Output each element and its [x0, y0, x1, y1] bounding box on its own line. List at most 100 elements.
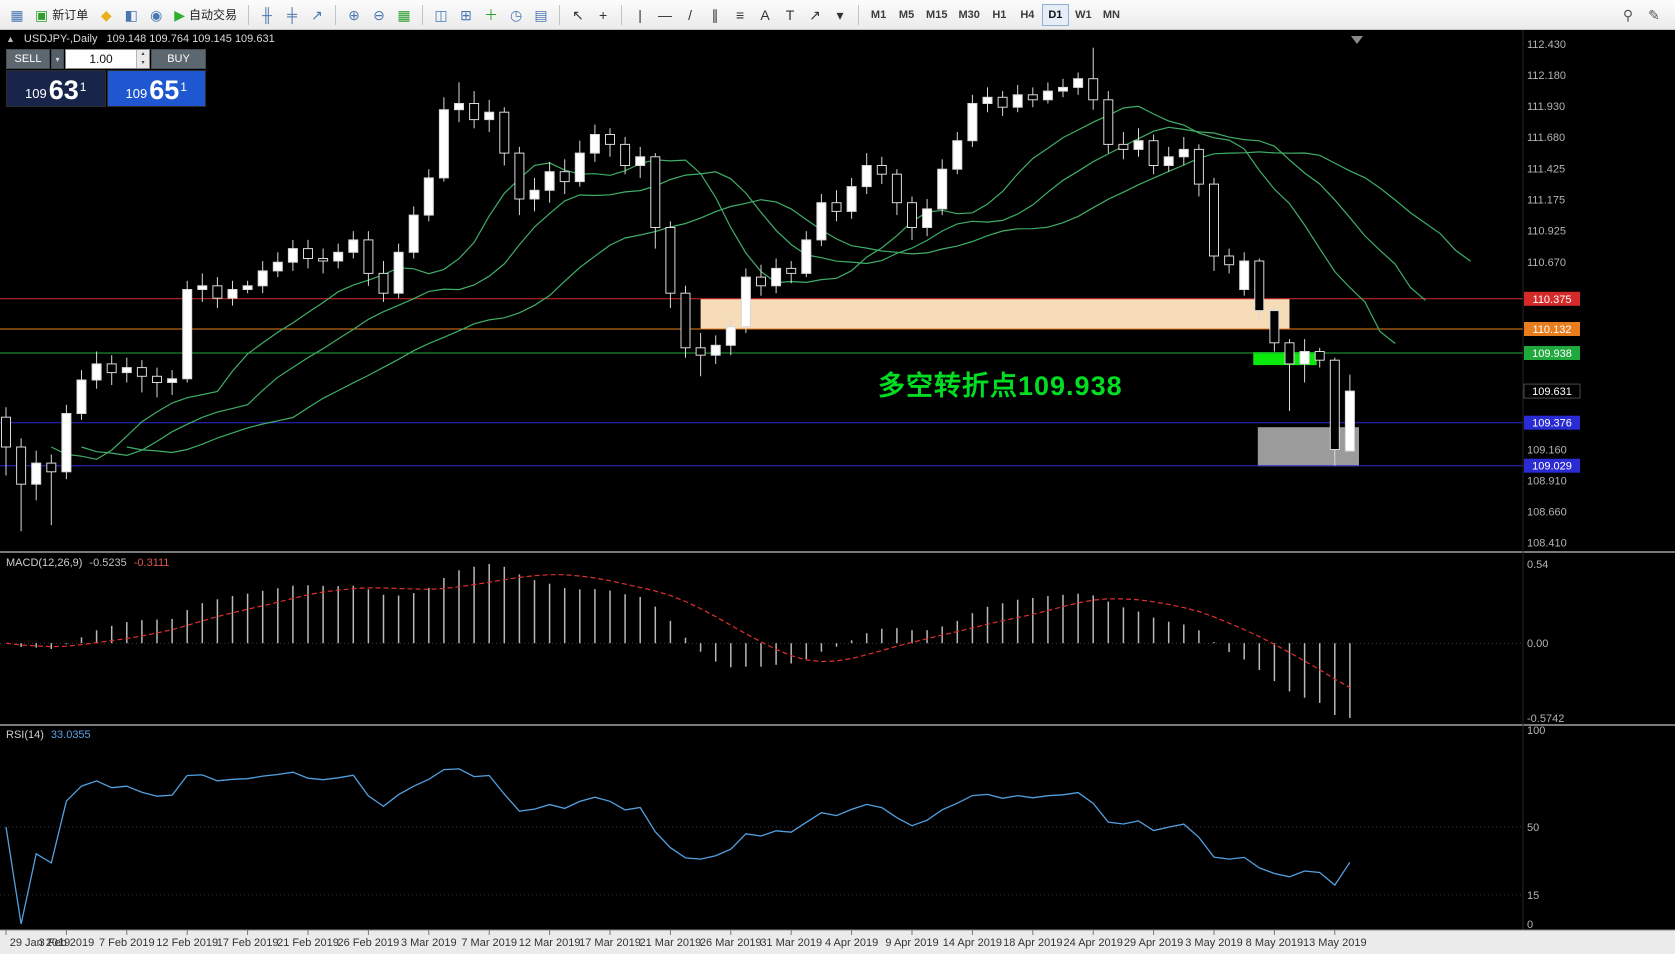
svg-text:4 Apr 2019: 4 Apr 2019: [825, 937, 878, 949]
new-chart-icon[interactable]: ▦: [5, 3, 29, 27]
buy-price-button[interactable]: 109 65 1: [106, 70, 206, 107]
tile-windows-icon[interactable]: ▦: [392, 3, 416, 27]
svg-text:110.375: 110.375: [1533, 294, 1572, 306]
fibonacci-icon[interactable]: ≡: [728, 3, 752, 27]
timeframe-m30[interactable]: M30: [958, 8, 980, 21]
svg-text:109.631: 109.631: [1532, 386, 1572, 398]
svg-text:13 May 2019: 13 May 2019: [1303, 937, 1367, 949]
macd-name: MACD(12,26,9): [6, 557, 83, 569]
timeframe-h4[interactable]: H4: [1020, 8, 1035, 21]
shapes-dropdown-icon[interactable]: ▾: [828, 3, 852, 27]
svg-text:17 Mar 2019: 17 Mar 2019: [579, 937, 641, 949]
market-watch-icon[interactable]: ◧: [119, 3, 143, 27]
arrange-windows-icon[interactable]: ◫: [429, 3, 453, 27]
svg-text:12 Mar 2019: 12 Mar 2019: [519, 937, 581, 949]
crosshair-icon[interactable]: +: [591, 3, 615, 27]
line-chart-icon-glyph: ↗: [311, 6, 323, 23]
toolbar-separator: [559, 4, 561, 25]
sell-button[interactable]: SELL: [6, 49, 50, 69]
add-indicator-icon[interactable]: ＋: [479, 3, 503, 27]
cursor-icon-glyph: ↖: [572, 6, 584, 23]
label-icon[interactable]: T: [778, 3, 802, 27]
svg-text:111.425: 111.425: [1527, 164, 1565, 176]
svg-text:31 Mar 2019: 31 Mar 2019: [760, 937, 822, 949]
cursor-icon[interactable]: ↖: [566, 3, 590, 27]
horizontal-line-icon[interactable]: —: [653, 3, 677, 27]
sell-dropdown-icon[interactable]: ▾: [51, 49, 64, 69]
period-clock-icon[interactable]: ◷: [504, 3, 528, 27]
channel-icon[interactable]: ∥: [703, 3, 727, 27]
one-click-trading-panel: SELL ▾ ▴ ▾ BUY 109 63 1 109 65 1: [6, 49, 206, 107]
horizontal-level-lines[interactable]: [0, 298, 1523, 467]
buy-button[interactable]: BUY: [151, 49, 206, 69]
volume-input[interactable]: [66, 50, 136, 68]
svg-text:108.910: 108.910: [1527, 476, 1567, 488]
timeframe-m15[interactable]: M15: [926, 8, 948, 21]
cascade-windows-icon[interactable]: ⊞: [454, 3, 478, 27]
svg-text:7 Feb 2019: 7 Feb 2019: [99, 937, 155, 949]
zoom-in-icon[interactable]: ⊕: [342, 3, 366, 27]
svg-text:14 Apr 2019: 14 Apr 2019: [943, 937, 1002, 949]
trendline-icon-glyph: /: [688, 6, 692, 23]
template-icon[interactable]: ▤: [529, 3, 553, 27]
pivot-annotation: 多空转折点109.938: [878, 371, 1123, 401]
template-icon-glyph: ▤: [534, 6, 548, 23]
panel-separator[interactable]: [0, 724, 1675, 726]
metaeditor-icon[interactable]: ◆: [94, 3, 118, 27]
new-order-button[interactable]: ▣ 新订单: [30, 3, 93, 27]
one-click-collapse-icon[interactable]: ▲: [6, 34, 15, 44]
timeframe-h1[interactable]: H1: [992, 8, 1007, 21]
svg-text:9 Apr 2019: 9 Apr 2019: [885, 937, 938, 949]
demand-zone: [1257, 427, 1359, 467]
sell-price-button[interactable]: 109 63 1: [6, 70, 106, 107]
sell-price-point: 1: [79, 80, 87, 94]
sound-alert-icon[interactable]: ◉: [144, 3, 168, 27]
search-icon[interactable]: ⚲: [1616, 3, 1640, 27]
volume-up-icon[interactable]: ▴: [137, 50, 149, 59]
shapes-dropdown-icon-glyph: ▾: [836, 6, 844, 23]
volume-spinner: ▴ ▾: [136, 50, 149, 68]
zoom-out-icon[interactable]: ⊖: [367, 3, 391, 27]
chart-header: ▲ USDJPY-,Daily 109.148 109.764 109.145 …: [6, 33, 275, 45]
price-chart[interactable]: 112.430 112.180 111.930 111.680 111.425 111.1…: [0, 30, 1675, 954]
timeframe-w1[interactable]: W1: [1075, 8, 1092, 21]
current-price-label: [1523, 383, 1581, 399]
volume-down-icon[interactable]: ▾: [137, 59, 149, 68]
text-icon[interactable]: A: [753, 3, 777, 27]
timeframe-mn[interactable]: MN: [1102, 8, 1120, 21]
autotrading-button[interactable]: ▶ 自动交易: [169, 3, 242, 27]
trendline-icon[interactable]: /: [678, 3, 702, 27]
arrow-tool-icon[interactable]: ↗: [803, 3, 827, 27]
timeframe-m1[interactable]: M1: [870, 8, 887, 21]
svg-text:111.930: 111.930: [1527, 101, 1565, 113]
price-axis[interactable]: 112.430 112.180 111.930 111.680 111.425 111.1…: [1523, 39, 1581, 931]
candlestick-chart-icon[interactable]: ╪: [280, 3, 304, 27]
buy-price-pips: 65: [149, 75, 180, 105]
svg-text:8 May 2019: 8 May 2019: [1246, 937, 1303, 949]
horizontal-line-icon-glyph: —: [658, 6, 673, 23]
macd-signal-value: -0.3111: [133, 557, 170, 569]
svg-text:-0.5742: -0.5742: [1527, 713, 1564, 725]
crosshair-icon-glyph: +: [598, 6, 608, 23]
svg-text:0.54: 0.54: [1527, 559, 1548, 571]
chart-shift-marker[interactable]: [1351, 36, 1363, 44]
timeframe-m5[interactable]: M5: [898, 8, 915, 21]
draw-pencil-icon[interactable]: ✎: [1642, 3, 1666, 27]
panel-separator[interactable]: [0, 551, 1675, 553]
svg-text:24 Apr 2019: 24 Apr 2019: [1064, 937, 1123, 949]
buy-price-point: 1: [180, 80, 187, 94]
svg-text:3 Feb 2019: 3 Feb 2019: [39, 937, 95, 949]
svg-text:7 Mar 2019: 7 Mar 2019: [461, 937, 517, 949]
toolbar-separator: [621, 4, 623, 25]
svg-text:29 Apr 2019: 29 Apr 2019: [1124, 937, 1183, 949]
label-icon-glyph: T: [785, 6, 795, 23]
vertical-line-icon[interactable]: |: [628, 3, 652, 27]
bar-chart-icon[interactable]: ╫: [255, 3, 279, 27]
svg-text:110.670: 110.670: [1527, 257, 1566, 269]
cascade-windows-icon-glyph: ⊞: [460, 6, 472, 23]
time-axis-strip: [0, 930, 1675, 954]
line-chart-icon[interactable]: ↗: [305, 3, 329, 27]
timeframe-d1[interactable]: D1: [1041, 3, 1069, 26]
candlestick-series: [1, 47, 1355, 532]
